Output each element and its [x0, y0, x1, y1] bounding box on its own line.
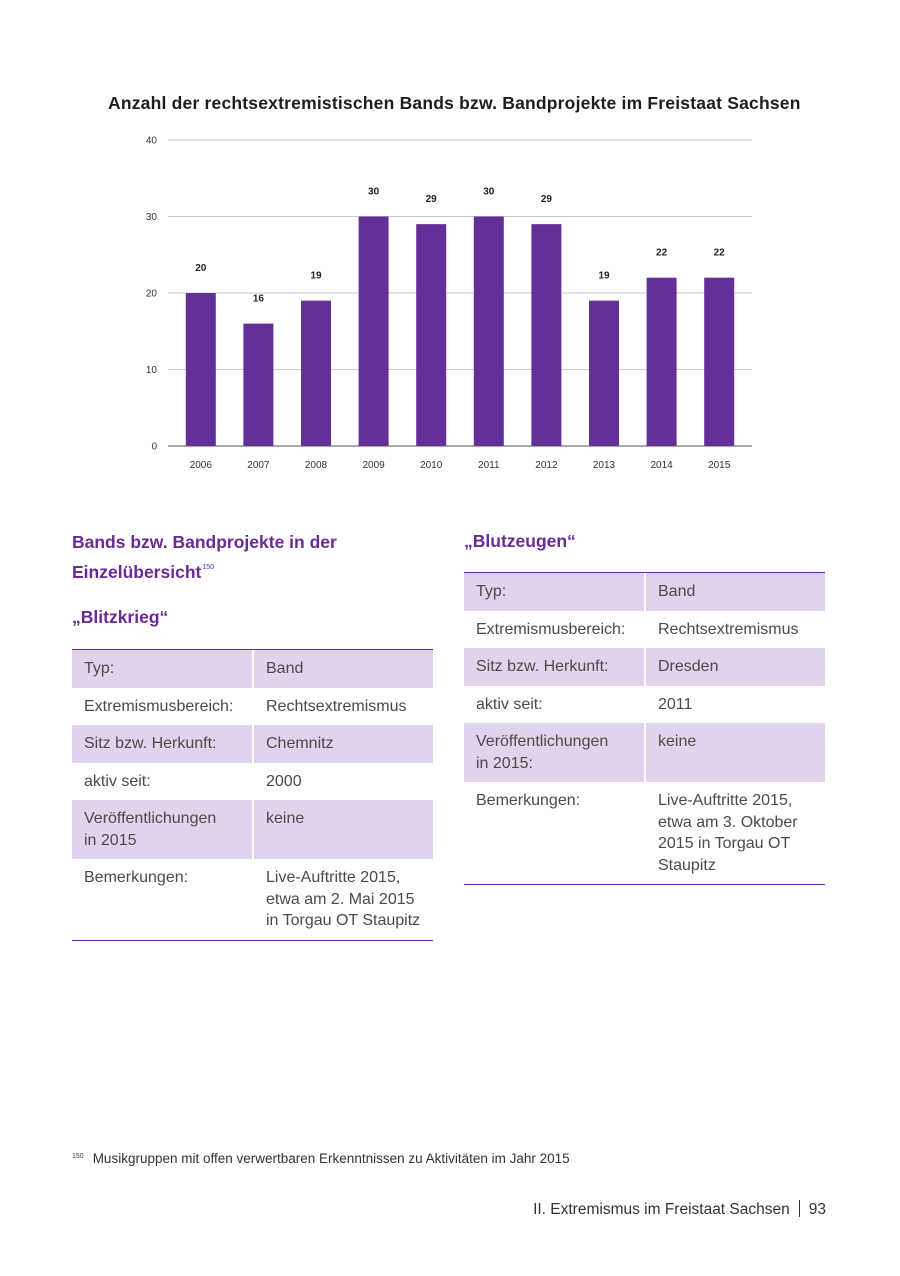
data-label: 19: [598, 271, 610, 282]
row-value: Band: [646, 573, 825, 611]
table-row: Bemerkungen: Live-Auftritte 2015, etwa am …: [72, 859, 433, 940]
row-value: Dresden: [646, 648, 825, 686]
row-label: Typ:: [72, 650, 252, 688]
data-label: 22: [714, 248, 726, 259]
row-label: Extremismusbereich:: [84, 697, 234, 715]
data-label: 29: [426, 194, 438, 205]
x-tick-label: 2011: [478, 460, 500, 471]
footnote-number: 150: [72, 1153, 84, 1160]
row-label: Bemerkungen:: [476, 792, 581, 809]
bar: [243, 323, 274, 446]
table-row: Extremismusbereich: Rechtsextremismus: [464, 611, 825, 649]
x-tick-label: 2010: [420, 460, 443, 471]
row-value: Chemnitz: [254, 725, 433, 763]
y-tick-label: 20: [146, 289, 158, 300]
chart-title: Anzahl der rechtsextremistischen Bands b…: [108, 93, 801, 113]
table-row: Veröffentlichungen in 2015: keine: [464, 723, 825, 782]
row-label: Sitz bzw. Herkunft:: [72, 725, 252, 763]
row-label: Veröffentlichungen in 2015:: [464, 723, 644, 782]
page-number: 93: [808, 1201, 826, 1218]
data-label: 22: [656, 248, 668, 259]
table-row: Sitz bzw. Herkunft: Chemnitz: [72, 725, 433, 763]
y-tick-label: 0: [151, 442, 157, 453]
x-tick-label: 2006: [190, 460, 213, 471]
data-label: 30: [368, 187, 380, 198]
footer-divider: [798, 1200, 800, 1217]
x-tick-label: 2009: [362, 460, 385, 471]
footnote-ref: 150: [202, 564, 215, 571]
footnote: 150 Musikgruppen mit offen verwertbaren E…: [72, 1151, 570, 1166]
row-value: Band: [254, 650, 433, 688]
data-label: 16: [253, 294, 265, 305]
row-label: Veröffentlichungen in 2015: [72, 800, 252, 859]
bar: [301, 300, 331, 446]
row-label: Sitz bzw. Herkunft:: [464, 648, 644, 686]
table-row: aktiv seit: 2011: [464, 686, 825, 724]
table-row: Bemerkungen: Live-Auftritte 2015, etwa am …: [464, 782, 825, 884]
x-tick-label: 2012: [535, 460, 558, 471]
x-tick-label: 2015: [708, 460, 731, 471]
table-row: Veröffentlichungen in 2015 keine: [72, 800, 433, 859]
x-tick-label: 2007: [247, 460, 270, 471]
table-row: Typ: Band: [464, 573, 825, 611]
bar: [704, 277, 735, 446]
section-heading-line1: Bands bzw. Bandprojekte in der: [72, 532, 337, 552]
row-value: keine: [646, 723, 825, 782]
row-label: Typ:: [464, 573, 644, 611]
row-value: 2000: [266, 772, 302, 790]
bar: [358, 216, 389, 446]
table-row: aktiv seit: 2000: [72, 763, 433, 801]
x-tick-label: 2013: [593, 460, 616, 471]
table-row: Typ: Band: [72, 650, 433, 688]
row-label: aktiv seit:: [476, 695, 543, 713]
bar-chart: 0 10 20 30 40 20 2006 16 2007 19 2008 30 2009 29 2010 3…: [146, 136, 752, 471]
x-tick-label: 2014: [650, 460, 673, 471]
band-title-blitzkrieg: „Blitzkrieg“: [72, 607, 169, 627]
row-value: Rechtsextremismus: [266, 697, 407, 715]
bar: [185, 293, 216, 446]
row-label: Bemerkungen:: [84, 869, 189, 886]
data-label: 30: [483, 187, 495, 198]
bar: [646, 277, 677, 446]
data-label: 19: [310, 271, 322, 282]
y-tick-label: 30: [146, 212, 158, 223]
bar: [531, 224, 562, 446]
band-table-blutzeugen: Typ: Band Extremismusbereich: Rechtsextremi…: [464, 572, 825, 885]
row-value: Live-Auftritte 2015, etwa am 2. Mai 2015 i…: [266, 869, 421, 929]
row-value: Rechtsextremismus: [658, 620, 799, 638]
page-footer: II. Extremismus im Freistaat Sachsen 93: [533, 1200, 826, 1219]
band-title-blutzeugen: „Blutzeugen“: [464, 531, 576, 551]
footnote-text: Musikgruppen mit offen verwertbaren Erke…: [92, 1151, 570, 1166]
bar: [473, 216, 504, 446]
bar: [416, 224, 447, 446]
section-heading-line2: Einzelübersicht: [72, 562, 202, 582]
y-tick-label: 40: [146, 136, 158, 147]
data-label: 20: [195, 263, 207, 274]
table-row: Sitz bzw. Herkunft: Dresden: [464, 648, 825, 686]
data-label: 29: [541, 194, 553, 205]
section-heading: Bands bzw. Bandprojekte in der Einzelübe…: [72, 529, 372, 585]
y-tick-label: 10: [146, 365, 158, 376]
row-value: 2011: [658, 695, 693, 713]
band-table-blitzkrieg: Typ: Band Extremismusbereich: Rechtsextremi…: [72, 649, 433, 941]
footer-section: II. Extremismus im Freistaat Sachsen: [533, 1201, 790, 1218]
table-row: Extremismusbereich: Rechtsextremismus: [72, 688, 433, 726]
row-label: aktiv seit:: [84, 772, 151, 790]
x-tick-label: 2008: [305, 460, 328, 471]
bar: [589, 300, 619, 446]
row-value: keine: [254, 800, 433, 859]
row-value: Live-Auftritte 2015, etwa am 3. Oktober 20…: [658, 792, 798, 874]
row-label: Extremismusbereich:: [476, 620, 626, 638]
